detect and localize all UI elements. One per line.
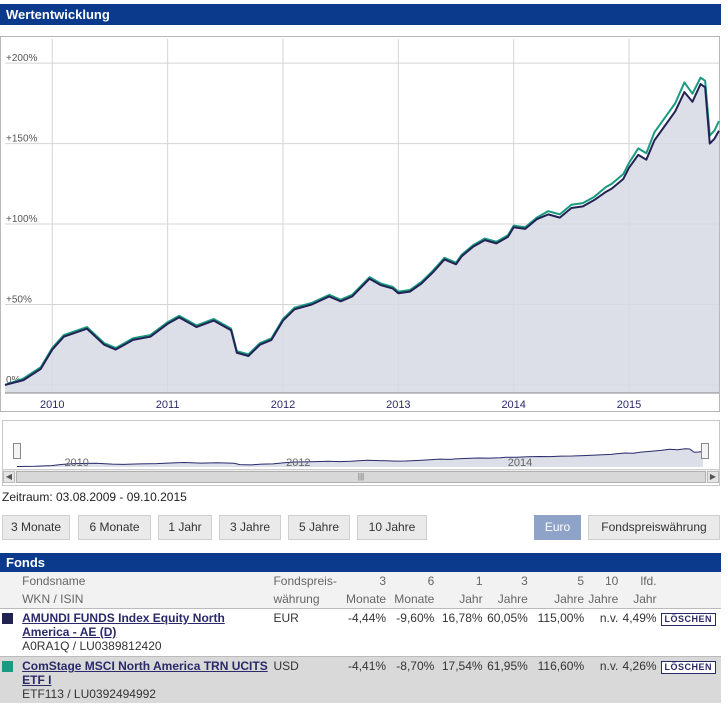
fund-5y: 115,00% <box>529 608 587 657</box>
fund-3m: -4,41% <box>339 656 389 703</box>
performance-chart: 2010 2011 2012 2013 2014 2015 0% +50% +100% +150%… <box>0 36 720 412</box>
navigator-year-label: 2014 <box>508 457 532 469</box>
fund-1y: 17,54% <box>436 656 485 703</box>
header-6m: 6 Monate <box>388 572 437 609</box>
fund-5y: 116,60% <box>529 656 587 703</box>
navigator-left-handle[interactable] <box>13 443 21 459</box>
period-button-3y[interactable]: 3 Jahre <box>219 515 281 540</box>
period-button-5y[interactable]: 5 Jahre <box>288 515 350 540</box>
currency-button-euro[interactable]: Euro <box>534 515 581 540</box>
currency-button-fondspreis[interactable]: Fondspreiswährung <box>588 515 720 540</box>
section-title-wertentwicklung: Wertentwicklung <box>0 4 721 25</box>
y-tick-label: +100% <box>6 214 38 225</box>
chart-navigator[interactable]: 2010 2012 2014 ◀ ||| ▶ <box>2 420 720 486</box>
series-color-swatch <box>2 613 13 624</box>
zeitraum-label: Zeitraum: 03.08.2009 - 09.10.2015 <box>2 490 187 504</box>
period-button-1y[interactable]: 1 Jahr <box>158 515 212 540</box>
series-area <box>5 84 719 393</box>
navigator-area <box>17 448 703 467</box>
period-button-10y[interactable]: 10 Jahre <box>357 515 427 540</box>
x-tick-label: 2013 <box>386 399 410 411</box>
delete-button[interactable]: LÖSCHEN <box>660 661 717 674</box>
header-ytd: lfd. Jahr <box>620 572 659 609</box>
fund-name-link[interactable]: ComStage MSCI North America TRN UCITS ET… <box>22 659 268 687</box>
fund-3y: 60,05% <box>484 608 530 657</box>
y-tick-label: +50% <box>6 295 32 306</box>
header-3y: 3 Jahre <box>484 572 530 609</box>
fund-3m: -4,44% <box>339 608 389 657</box>
scroll-left-arrow-icon[interactable]: ◀ <box>3 471 15 483</box>
series-line <box>4 83 720 386</box>
fund-10y: n.v. <box>586 608 621 657</box>
y-tick-label: +150% <box>6 134 38 145</box>
table-row: ComStage MSCI North America TRN UCITS ET… <box>0 656 721 703</box>
navigator-year-label: 2012 <box>286 457 310 469</box>
series-color-swatch <box>2 661 13 672</box>
period-button-6m[interactable]: 6 Monate <box>78 515 151 540</box>
x-tick-label: 2011 <box>156 399 180 411</box>
x-tick-label: 2014 <box>501 399 525 411</box>
navigator-scrollbar[interactable]: ◀ ||| ▶ <box>3 469 719 483</box>
fund-10y: n.v. <box>586 656 621 703</box>
header-1y: 1 Jahr <box>436 572 485 609</box>
navigator-svg: 2010 2012 2014 <box>16 448 704 469</box>
x-tick-label: 2015 <box>617 399 641 411</box>
table-header-row: Fondsname WKN / ISIN Fondspreis-währung 3… <box>0 572 721 609</box>
fund-currency: USD <box>271 656 340 703</box>
scroll-right-arrow-icon[interactable]: ▶ <box>707 471 719 483</box>
period-button-3m[interactable]: 3 Monate <box>2 515 70 540</box>
navigator-line <box>16 448 704 468</box>
fund-name-link[interactable]: AMUNDI FUNDS Index Equity North America … <box>22 611 225 639</box>
fund-6m: -8,70% <box>388 656 437 703</box>
fund-ytd: 4,26% <box>620 656 659 703</box>
y-tick-label: 0% <box>6 375 21 386</box>
fonds-table: Fondsname WKN / ISIN Fondspreis-währung 3… <box>0 572 721 703</box>
fund-1y: 16,78% <box>436 608 485 657</box>
header-name: Fondsname WKN / ISIN <box>20 572 272 609</box>
fund-3y: 61,95% <box>484 656 530 703</box>
navigator-right-handle[interactable] <box>701 443 709 459</box>
header-currency: Fondspreis-währung <box>271 572 340 609</box>
fund-currency: EUR <box>271 608 340 657</box>
x-tick-label: 2010 <box>40 399 64 411</box>
delete-button[interactable]: LÖSCHEN <box>660 613 717 626</box>
fund-ids: A0RA1Q / LU0389812420 <box>22 639 162 653</box>
header-3m: 3 Monate <box>339 572 389 609</box>
fund-ids: ETF113 / LU0392494992 <box>22 687 156 701</box>
navigator-year-label: 2010 <box>64 457 88 469</box>
chart-svg: 2010 2011 2012 2013 2014 2015 0% +50% +100% +150%… <box>4 39 720 411</box>
fund-ytd: 4,49% <box>620 608 659 657</box>
scroll-thumb[interactable]: ||| <box>16 471 706 483</box>
header-10y: 10 Jahre <box>586 572 621 609</box>
fund-6m: -9,60% <box>388 608 437 657</box>
x-tick-label: 2012 <box>271 399 295 411</box>
series-line <box>4 76 720 386</box>
y-tick-label: +200% <box>6 53 38 64</box>
table-row: AMUNDI FUNDS Index Equity North America … <box>0 608 721 657</box>
section-title-fonds: Fonds <box>0 553 721 572</box>
header-5y: 5 Jahre <box>529 572 587 609</box>
